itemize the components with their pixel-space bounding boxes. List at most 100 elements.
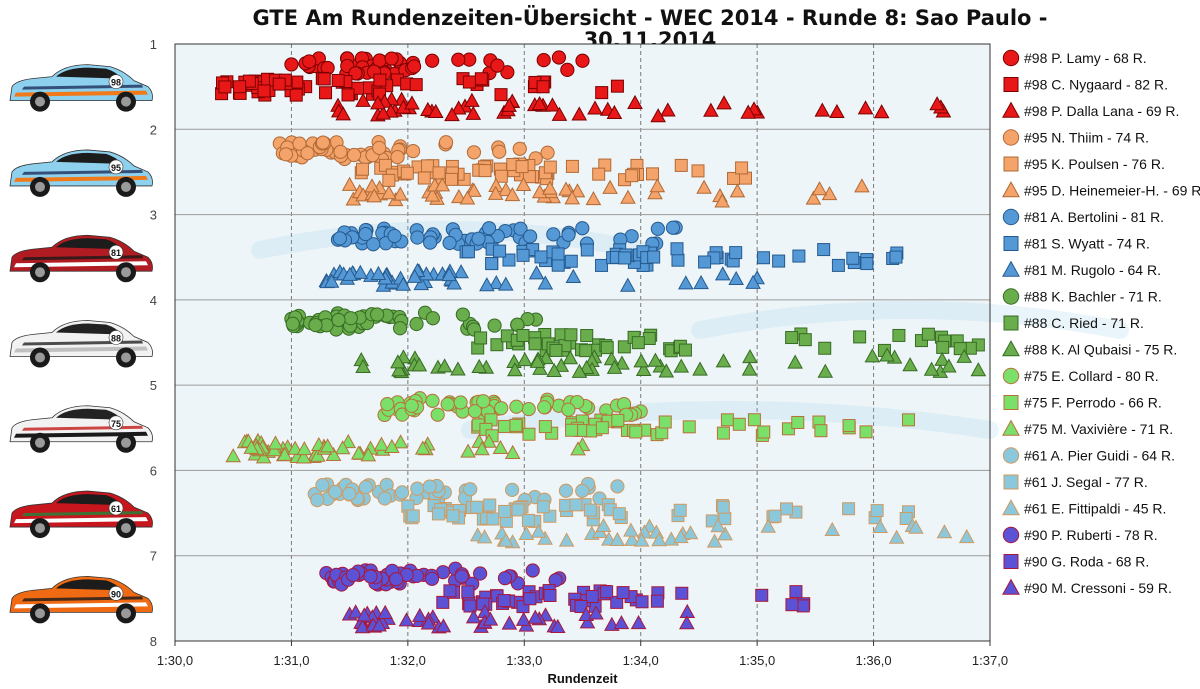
data-point xyxy=(892,328,906,342)
data-point xyxy=(857,100,874,115)
data-point xyxy=(516,328,530,342)
data-point xyxy=(614,355,630,370)
plot-area xyxy=(175,44,990,641)
data-point xyxy=(674,158,688,172)
data-point xyxy=(549,343,563,357)
legend-marker xyxy=(1003,315,1019,331)
data-point xyxy=(341,176,358,191)
data-point xyxy=(570,441,586,456)
car-number: 61 xyxy=(111,504,121,514)
data-point xyxy=(565,423,579,437)
data-point xyxy=(453,395,468,410)
data-point xyxy=(451,52,466,67)
data-point xyxy=(558,483,574,498)
data-point xyxy=(394,485,410,500)
x-tick-label: 1:32,0 xyxy=(390,653,426,668)
legend-label: #81 A. Bertolini - 81 R. xyxy=(1024,209,1164,225)
data-point xyxy=(650,108,666,123)
data-point xyxy=(864,348,881,363)
x-tick-label: 1:30,0 xyxy=(157,653,193,668)
legend-label: #75 F. Perrodo - 66 R. xyxy=(1024,395,1162,411)
data-point xyxy=(645,167,659,181)
data-point xyxy=(741,361,758,376)
data-point xyxy=(350,445,367,460)
data-point xyxy=(382,173,396,187)
data-point xyxy=(831,258,845,272)
data-point xyxy=(595,517,612,533)
data-point xyxy=(537,275,554,290)
series-circle xyxy=(284,305,544,337)
data-point xyxy=(430,407,445,422)
data-point xyxy=(461,585,475,599)
data-point xyxy=(302,54,317,69)
data-point xyxy=(450,361,466,376)
data-point xyxy=(471,358,488,373)
data-point xyxy=(805,190,822,205)
data-point xyxy=(464,92,480,107)
data-point xyxy=(635,595,649,609)
data-point xyxy=(451,188,467,204)
car-number: 95 xyxy=(111,163,121,173)
legend-entry: #61 J. Segal - 77 R. xyxy=(1003,474,1148,490)
data-point xyxy=(346,147,362,163)
data-point xyxy=(358,227,373,242)
data-point xyxy=(522,170,536,184)
car-number: 81 xyxy=(111,248,121,258)
data-point xyxy=(284,57,299,72)
data-point xyxy=(902,357,918,372)
data-point xyxy=(710,518,726,533)
data-point xyxy=(720,413,734,427)
data-point xyxy=(392,186,409,201)
data-point xyxy=(610,479,625,494)
data-point xyxy=(592,167,606,181)
data-point xyxy=(486,512,500,526)
data-point xyxy=(872,518,888,534)
data-point xyxy=(627,94,643,109)
data-point xyxy=(647,352,664,367)
data-point xyxy=(328,484,343,500)
data-point xyxy=(529,353,546,368)
data-point xyxy=(310,447,326,462)
data-point xyxy=(888,529,905,544)
data-point xyxy=(549,618,566,633)
data-point xyxy=(609,531,626,547)
data-point xyxy=(706,533,723,548)
legend-marker xyxy=(1002,578,1020,595)
data-point xyxy=(431,507,445,521)
car-number: 88 xyxy=(111,334,121,344)
legend-marker xyxy=(1002,499,1020,516)
legend-entry: #75 M. Vaxivière - 71 R. xyxy=(1002,419,1173,437)
y-tick-label: 8 xyxy=(150,634,157,649)
legend-marker xyxy=(1002,419,1020,436)
data-point xyxy=(435,618,452,633)
data-point xyxy=(842,419,856,433)
data-point xyxy=(333,144,348,159)
x-tick-label: 1:33,0 xyxy=(506,653,542,668)
data-point xyxy=(363,569,378,584)
data-point xyxy=(853,330,867,344)
car-image: 81 xyxy=(9,234,153,283)
data-point xyxy=(470,500,484,514)
data-point xyxy=(420,159,434,173)
data-point xyxy=(532,360,548,375)
legend: #98 P. Lamy - 68 R. #98 C. Nygaard - 82 R… xyxy=(1002,49,1200,596)
data-point xyxy=(444,106,460,122)
data-point xyxy=(642,331,656,345)
data-point xyxy=(610,79,624,93)
data-point xyxy=(354,619,371,634)
data-point xyxy=(595,258,609,272)
data-point xyxy=(315,478,330,493)
legend-label: #61 A. Pier Guidi - 64 R. xyxy=(1024,448,1175,464)
data-point xyxy=(497,594,511,608)
data-point xyxy=(391,362,407,377)
data-point xyxy=(267,435,284,450)
data-point xyxy=(889,250,903,264)
data-point xyxy=(745,274,761,289)
legend-label: #98 P. Dalla Lana - 69 R. xyxy=(1024,103,1179,119)
data-point xyxy=(678,343,692,357)
data-point xyxy=(389,572,404,587)
data-point xyxy=(295,449,312,464)
data-point xyxy=(675,586,689,600)
data-point xyxy=(562,350,579,365)
